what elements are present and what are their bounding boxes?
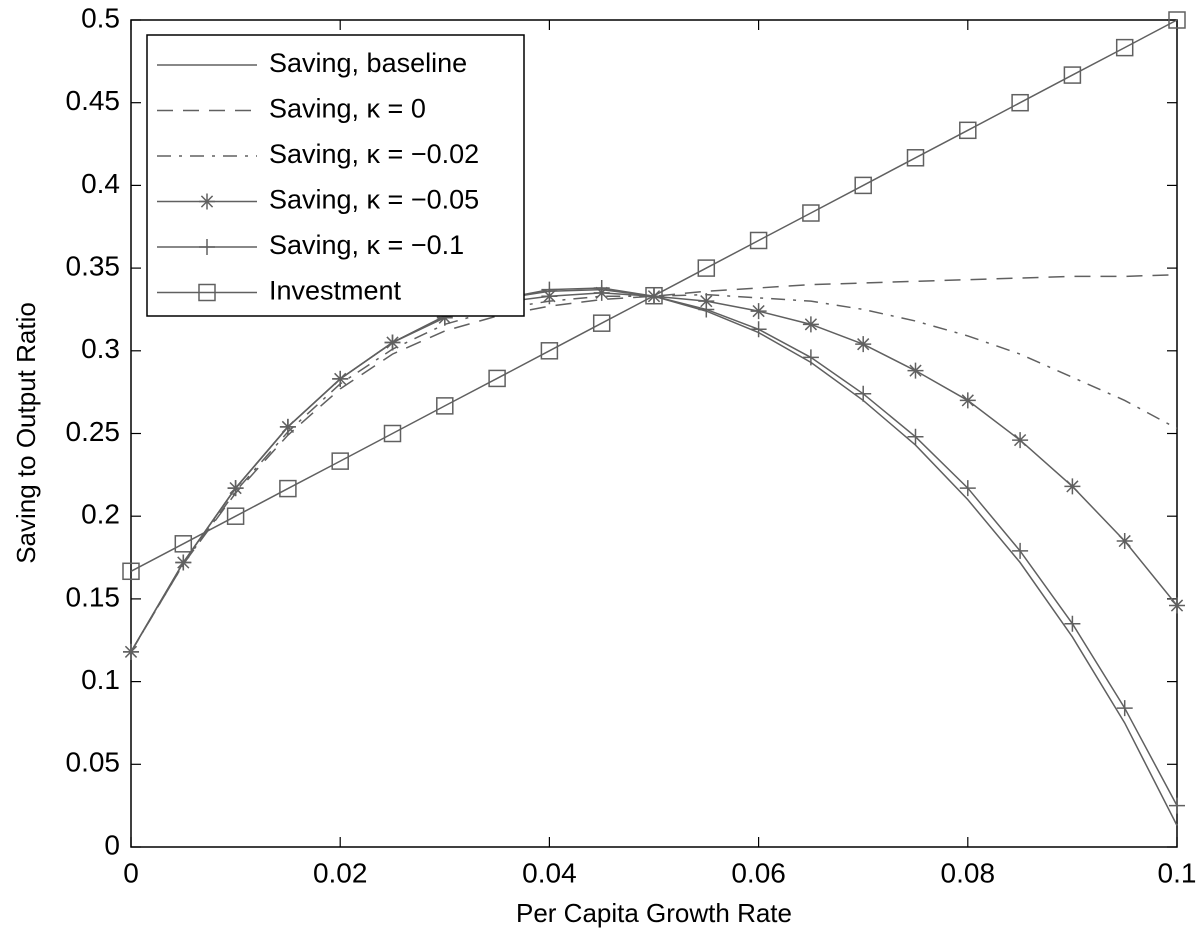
marker xyxy=(541,281,558,298)
x-tick-label: 0.06 xyxy=(731,857,786,888)
marker xyxy=(488,369,506,388)
marker xyxy=(1169,597,1185,614)
marker xyxy=(750,303,767,320)
legend-box xyxy=(146,34,525,317)
y-tick-label: 0.5 xyxy=(81,2,120,33)
marker xyxy=(279,418,296,435)
marker xyxy=(436,397,454,415)
legend-label: Saving, κ = 0 xyxy=(269,94,426,124)
marker xyxy=(227,480,244,497)
y-tick-label: 0.25 xyxy=(66,416,121,447)
series-line xyxy=(130,293,1178,653)
marker xyxy=(383,424,402,443)
marker xyxy=(906,149,925,167)
marker xyxy=(645,286,663,305)
marker xyxy=(540,342,559,360)
marker xyxy=(1064,478,1081,495)
legend-marker xyxy=(199,239,215,255)
y-tick-label: 0.05 xyxy=(66,747,121,778)
y-tick-label: 0.2 xyxy=(81,499,120,530)
legend-label: Investment xyxy=(269,276,402,306)
y-tick-label: 0.1 xyxy=(81,664,120,695)
marker xyxy=(1011,93,1029,112)
marker xyxy=(750,321,767,338)
marker xyxy=(698,293,715,310)
x-tick-label: 0.04 xyxy=(522,857,577,888)
x-tick-label: 0.1 xyxy=(1158,857,1197,888)
y-axis-label: Saving to Output Ratio xyxy=(11,302,41,564)
marker xyxy=(1169,797,1185,814)
marker xyxy=(332,370,349,387)
legend-marker xyxy=(199,193,215,210)
x-tick-label: 0 xyxy=(123,857,139,888)
marker xyxy=(802,316,819,333)
marker xyxy=(175,554,192,571)
y-tick-label: 0.35 xyxy=(66,250,121,281)
marker xyxy=(1168,11,1186,29)
y-tick-label: 0.45 xyxy=(66,85,121,116)
y-tick-label: 0 xyxy=(104,829,120,860)
legend-label: Saving, κ = −0.05 xyxy=(269,185,479,215)
marker xyxy=(959,480,976,497)
marker xyxy=(226,507,245,525)
marker xyxy=(697,259,716,277)
marker xyxy=(698,301,715,318)
marker xyxy=(592,314,611,332)
marker xyxy=(907,428,924,445)
marker xyxy=(123,643,139,660)
marker xyxy=(749,231,768,250)
y-tick-label: 0.3 xyxy=(81,333,120,364)
marker xyxy=(1064,615,1081,632)
marker xyxy=(1116,700,1133,717)
marker xyxy=(855,336,872,353)
marker xyxy=(384,334,401,351)
x-tick-label: 0.02 xyxy=(313,857,368,888)
legend-label: Saving, κ = −0.1 xyxy=(269,230,464,260)
legend-label: Saving, κ = −0.02 xyxy=(269,139,479,169)
marker xyxy=(1063,66,1082,84)
marker xyxy=(1115,38,1134,57)
marker xyxy=(1012,542,1029,559)
marker xyxy=(1012,432,1029,449)
marker xyxy=(593,279,610,296)
marker xyxy=(122,562,140,581)
marker xyxy=(279,479,297,498)
marker xyxy=(331,452,349,470)
y-tick-label: 0.4 xyxy=(81,168,120,199)
series-line xyxy=(130,19,1178,572)
series-line xyxy=(130,273,1178,653)
marker xyxy=(174,535,193,553)
marker xyxy=(1116,533,1133,550)
marker xyxy=(855,385,872,402)
x-tick-label: 0.08 xyxy=(941,857,996,888)
marker xyxy=(802,204,820,222)
marker xyxy=(959,392,976,409)
legend-label: Saving, baseline xyxy=(269,48,467,78)
marker xyxy=(802,349,819,366)
x-axis-label: Per Capita Growth Rate xyxy=(516,898,792,928)
marker xyxy=(907,362,924,379)
marker xyxy=(854,176,872,195)
marker xyxy=(959,121,977,140)
y-tick-label: 0.15 xyxy=(66,581,121,612)
legend-marker xyxy=(198,283,216,302)
